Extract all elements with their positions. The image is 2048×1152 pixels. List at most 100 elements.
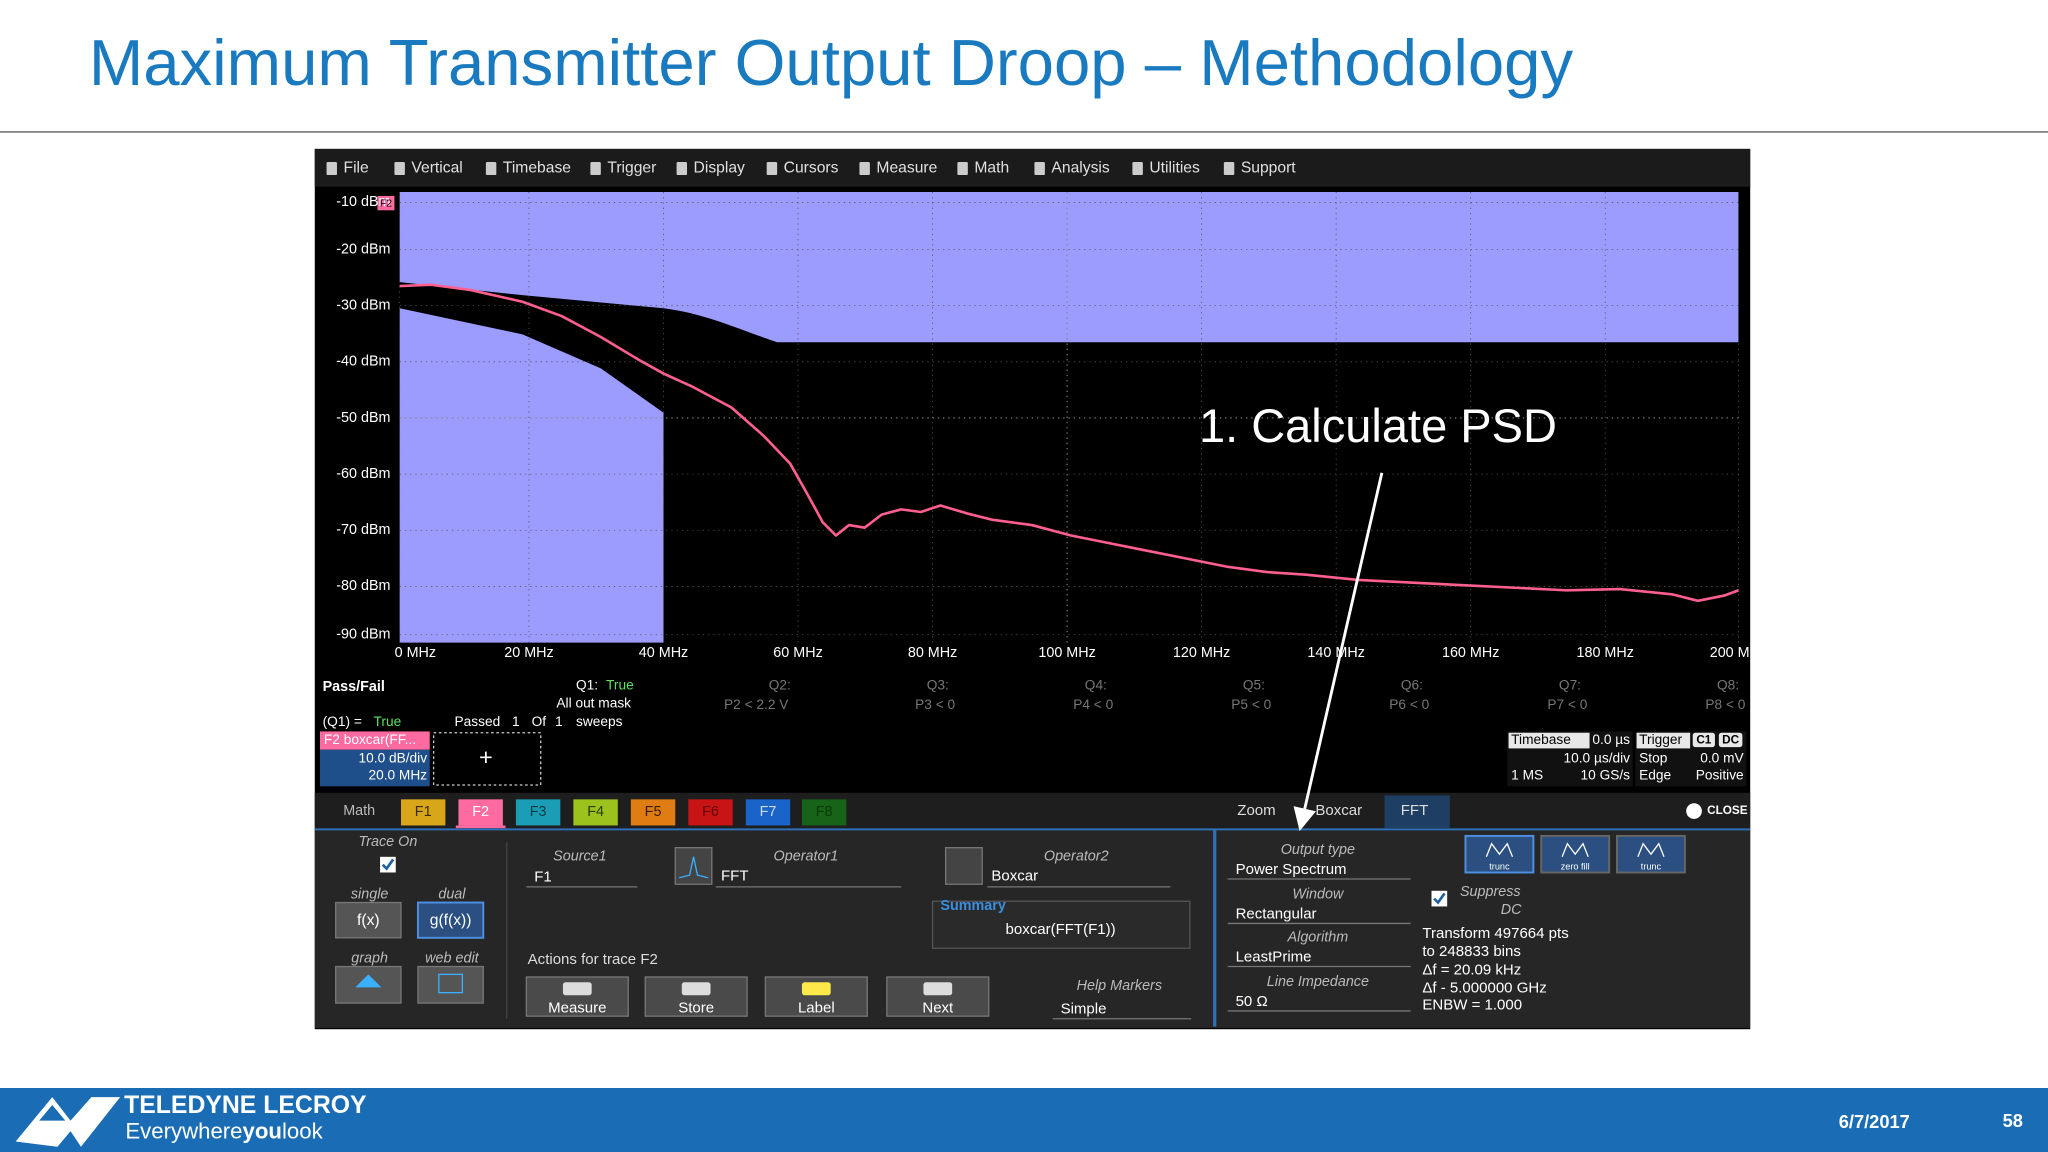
label: Passed	[455, 714, 501, 729]
label: 1	[512, 714, 520, 729]
timebase-label-bg	[1508, 732, 1590, 749]
tagline: Everywhereyoulook	[125, 1118, 323, 1143]
label: DC	[1722, 734, 1739, 747]
button[interactable]	[416, 901, 485, 939]
x-axis-label: 40 MHz	[639, 645, 688, 661]
label: dual	[438, 886, 466, 902]
menu-icon	[394, 161, 405, 176]
function-tab[interactable]	[745, 799, 791, 826]
label: P2 < 2.2 V	[724, 697, 789, 712]
function-tab-label: F3	[530, 804, 547, 820]
trace	[399, 283, 1739, 603]
menu-icon	[957, 161, 968, 176]
label: Trigger	[1639, 732, 1682, 747]
button[interactable]	[417, 965, 484, 1004]
x-axis-label: 60 MHz	[773, 645, 822, 661]
label: P5 < 0	[1231, 697, 1271, 712]
x-axis-label: 0 MHz	[395, 645, 437, 661]
label: Summary	[940, 898, 1005, 914]
x-axis-label: 160 MHz	[1442, 645, 1499, 661]
menu-icon	[1132, 161, 1143, 176]
tagline-part: Everywhere	[125, 1118, 242, 1143]
active-tab	[1384, 795, 1450, 829]
y-axis-label: -30 dBm	[336, 297, 390, 313]
label: Operator1	[774, 849, 839, 865]
menu-item: Cursors	[784, 160, 839, 177]
x-axis-label: 80 MHz	[908, 645, 957, 661]
tagline-part: you	[243, 1118, 282, 1143]
label: 50 Ω	[1236, 993, 1268, 1010]
x-axis-label: 180 MHz	[1576, 645, 1633, 661]
function-tab[interactable]	[458, 799, 503, 826]
label: boxcar(FFT(F1))	[1006, 921, 1116, 938]
label: F1	[534, 869, 552, 886]
function-tab[interactable]	[630, 799, 676, 826]
label: Math	[343, 803, 375, 819]
upper-mask	[399, 192, 1739, 343]
label: Q2:	[769, 677, 791, 692]
function-tab-label: F1	[415, 804, 432, 820]
annotation: 1. Calculate PSD	[1199, 399, 1557, 452]
function-tab[interactable]	[688, 799, 733, 826]
label: to 248833 bins	[1422, 943, 1521, 960]
y-axis-label: -40 dBm	[336, 354, 390, 370]
label: Q1:	[576, 677, 598, 692]
label: 10.0 dB/div	[359, 750, 428, 765]
fft-option-label: trunc	[1489, 862, 1510, 872]
label: sweeps	[576, 714, 623, 729]
label: Output type	[1281, 842, 1355, 858]
action-icon	[801, 982, 831, 996]
menu-icon	[485, 161, 497, 176]
y-axis-label: -10 dBm	[336, 194, 390, 210]
y-axis-label: -70 dBm	[336, 522, 390, 538]
summary-box	[931, 900, 1191, 949]
function-tab[interactable]	[801, 799, 847, 826]
trace-box-header	[320, 731, 430, 750]
action-button-label: Store	[678, 999, 714, 1016]
trigger-label-bg	[1636, 732, 1691, 749]
action-icon	[923, 982, 953, 996]
fft-option-icon	[1485, 842, 1514, 858]
trace-box-body	[320, 749, 430, 787]
fft-option[interactable]	[1540, 834, 1611, 874]
menu-item: Display	[694, 160, 746, 177]
function-tab[interactable]	[515, 799, 561, 826]
label: Δf - 5.000000 GHz	[1422, 980, 1546, 997]
label: Q6:	[1401, 677, 1423, 692]
label: All out mask	[556, 696, 631, 711]
logo-mark	[15, 1097, 121, 1147]
label: Q8:	[1717, 677, 1739, 692]
menu-item: File	[344, 160, 370, 177]
function-tab[interactable]	[400, 799, 446, 826]
label: FFT	[721, 867, 749, 884]
x-axis-label: 140 MHz	[1307, 645, 1364, 661]
label: P7 < 0	[1547, 697, 1587, 712]
label: single	[351, 886, 389, 902]
menu-icon	[1034, 161, 1045, 176]
label: web edit	[425, 950, 479, 966]
menu-item: Vertical	[411, 160, 462, 177]
fft-option-icon	[1561, 842, 1589, 858]
label: 10 GS/s	[1581, 767, 1631, 782]
label: 0.0 µs	[1592, 732, 1630, 747]
label: P8 < 0	[1705, 697, 1745, 712]
label: Algorithm	[1287, 930, 1349, 946]
label: graph	[351, 950, 388, 966]
grid	[399, 191, 1739, 643]
label: Boxcar	[991, 867, 1038, 884]
function-tab[interactable]	[573, 799, 618, 826]
label: Help Markers	[1077, 978, 1162, 994]
trace-box-name: F2 boxcar(FF...	[324, 732, 416, 747]
label: P3 < 0	[915, 697, 955, 712]
check	[381, 858, 395, 871]
label: Q5:	[1243, 677, 1265, 692]
add-trace-box[interactable]	[432, 732, 542, 786]
button[interactable]	[335, 901, 402, 939]
label: 1	[555, 714, 563, 729]
close-icon[interactable]	[1686, 803, 1702, 819]
label: Stop	[1639, 750, 1668, 765]
tagline-part: look	[282, 1118, 324, 1143]
footer-band	[0, 1088, 2048, 1152]
label: Timebase	[1511, 732, 1571, 747]
action-icon	[562, 982, 592, 996]
